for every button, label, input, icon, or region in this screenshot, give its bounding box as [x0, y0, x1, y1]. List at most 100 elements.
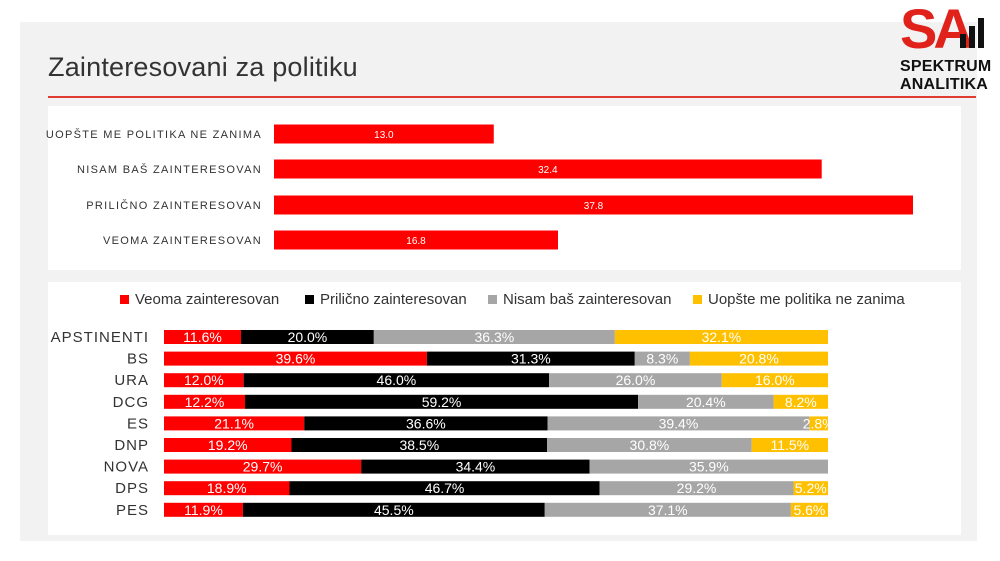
bar-segment	[243, 373, 550, 388]
data-label: 5.6%	[793, 502, 825, 518]
bar-segment	[751, 438, 828, 452]
data-label: 35.9%	[689, 459, 729, 475]
data-label: 20.8%	[739, 351, 779, 367]
bar-segment	[790, 502, 828, 517]
bar-segment	[614, 330, 828, 344]
logo-bar	[969, 26, 975, 48]
data-label: 39.6%	[276, 351, 316, 367]
category-label: BS	[127, 351, 149, 368]
logo-wordmark: SPEKTRUM ANALITIKA	[900, 58, 991, 94]
bar-segment	[373, 330, 615, 344]
category-label: APSTINENTI	[51, 329, 149, 346]
legend-swatch	[488, 295, 497, 304]
legend-swatch	[305, 295, 314, 304]
data-label: 32.4	[538, 165, 558, 176]
data-label: 39.4%	[659, 415, 699, 431]
category-label: ES	[127, 415, 149, 432]
bar	[274, 195, 913, 215]
data-label: 16.8	[406, 236, 426, 247]
bar-segment	[549, 373, 722, 388]
data-label: 21.1%	[214, 415, 254, 431]
legend-entry: Nisam baš zainteresovan	[488, 291, 671, 308]
bar-segment	[544, 502, 791, 517]
bar	[274, 230, 558, 250]
logo-mark: SA	[900, 0, 972, 60]
bar-segment	[164, 481, 290, 496]
logo-line-2: ANALITIKA	[900, 76, 989, 93]
bar-segment	[589, 459, 828, 474]
page-title: Zainteresovani za politiku	[48, 52, 358, 82]
data-label: 46.0%	[377, 372, 417, 388]
legend-swatch	[693, 295, 702, 304]
bar-segment	[721, 373, 828, 388]
bar-segment	[164, 438, 292, 452]
data-label: 12.0%	[184, 372, 224, 388]
legend-label: Nisam baš zainteresovan	[503, 291, 671, 308]
data-label: 13.0	[374, 130, 394, 141]
bar-segment	[164, 330, 242, 344]
data-label: 34.4%	[456, 459, 496, 475]
data-label: 31.3%	[511, 351, 551, 367]
legend-entry: Prilično zainteresovan	[305, 291, 467, 308]
bar-segment	[793, 481, 828, 496]
data-label: 30.8%	[630, 437, 670, 453]
data-label: 11.5%	[770, 437, 809, 453]
data-label: 45.5%	[374, 502, 414, 518]
category-label: PES	[116, 502, 149, 519]
bar	[274, 124, 494, 144]
category-label: DCG	[113, 394, 149, 411]
data-label: 19.2%	[208, 437, 248, 453]
bar-segment	[242, 502, 545, 517]
bar	[274, 159, 822, 179]
data-label: 29.7%	[243, 459, 283, 475]
spektrum-analitika-logo: SA	[900, 0, 984, 60]
party-stacked-bar-chart: Veoma zainteresovan Prilično zainteresova…	[51, 291, 906, 519]
data-label: 20.4%	[686, 394, 726, 410]
data-label: 37.8	[584, 201, 604, 212]
data-label: 12.2%	[185, 394, 225, 410]
data-label: 29.2%	[677, 480, 717, 496]
category-label: VEOMA ZAINTERESOVAN	[103, 235, 262, 247]
bar-segment	[638, 394, 774, 409]
bar-segment	[773, 394, 828, 409]
bar-segment	[547, 416, 810, 431]
logo-bar	[978, 18, 984, 48]
title-rule	[48, 96, 976, 98]
data-label: 36.3%	[474, 329, 514, 345]
bar-segment	[164, 351, 427, 366]
category-label: DPS	[115, 480, 149, 497]
data-label: 38.5%	[399, 437, 439, 453]
bar-segment	[361, 459, 590, 474]
bar-segment	[634, 351, 690, 366]
data-label: 11.6%	[183, 329, 222, 345]
data-label: 16.0%	[755, 372, 795, 388]
legend-label: Veoma zainteresovan	[135, 291, 279, 308]
data-label: 32.1%	[702, 329, 742, 345]
category-label: NOVA	[104, 459, 149, 476]
bar-segment	[241, 330, 374, 344]
bar-segment	[164, 373, 244, 388]
bar-segment	[164, 416, 305, 431]
data-label: 26.0%	[616, 372, 656, 388]
bar-segment	[245, 394, 639, 409]
legend-swatch	[120, 295, 129, 304]
logo-line-1: SPEKTRUM	[900, 58, 992, 75]
data-label: 2.8%	[803, 415, 835, 431]
data-label: 11.9%	[184, 502, 223, 518]
category-label: NISAM BAŠ ZAINTERESOVAN	[77, 163, 262, 176]
category-label: DNP	[114, 437, 149, 454]
data-label: 5.2%	[795, 480, 827, 496]
legend-entry: Veoma zainteresovan	[120, 291, 279, 308]
data-label: 8.2%	[785, 394, 817, 410]
category-label: PRILIČNO ZAINTERESOVAN	[86, 199, 262, 212]
logo-bar	[960, 34, 966, 48]
data-label: 37.1%	[648, 502, 688, 518]
party-chart-card: Veoma zainteresovan Prilično zainteresova…	[48, 282, 961, 535]
bar-segment	[547, 438, 752, 452]
legend-entry: Uopšte me politika ne zanima	[693, 291, 905, 308]
interest-chart-card: UOPŠTE ME POLITIKA NE ZANIMA 13.0 NISAM BA…	[46, 106, 961, 270]
bar-segment	[164, 459, 362, 474]
data-label: 8.3%	[646, 351, 678, 367]
data-label: 20.0%	[288, 329, 328, 345]
bar-segment	[164, 394, 246, 409]
